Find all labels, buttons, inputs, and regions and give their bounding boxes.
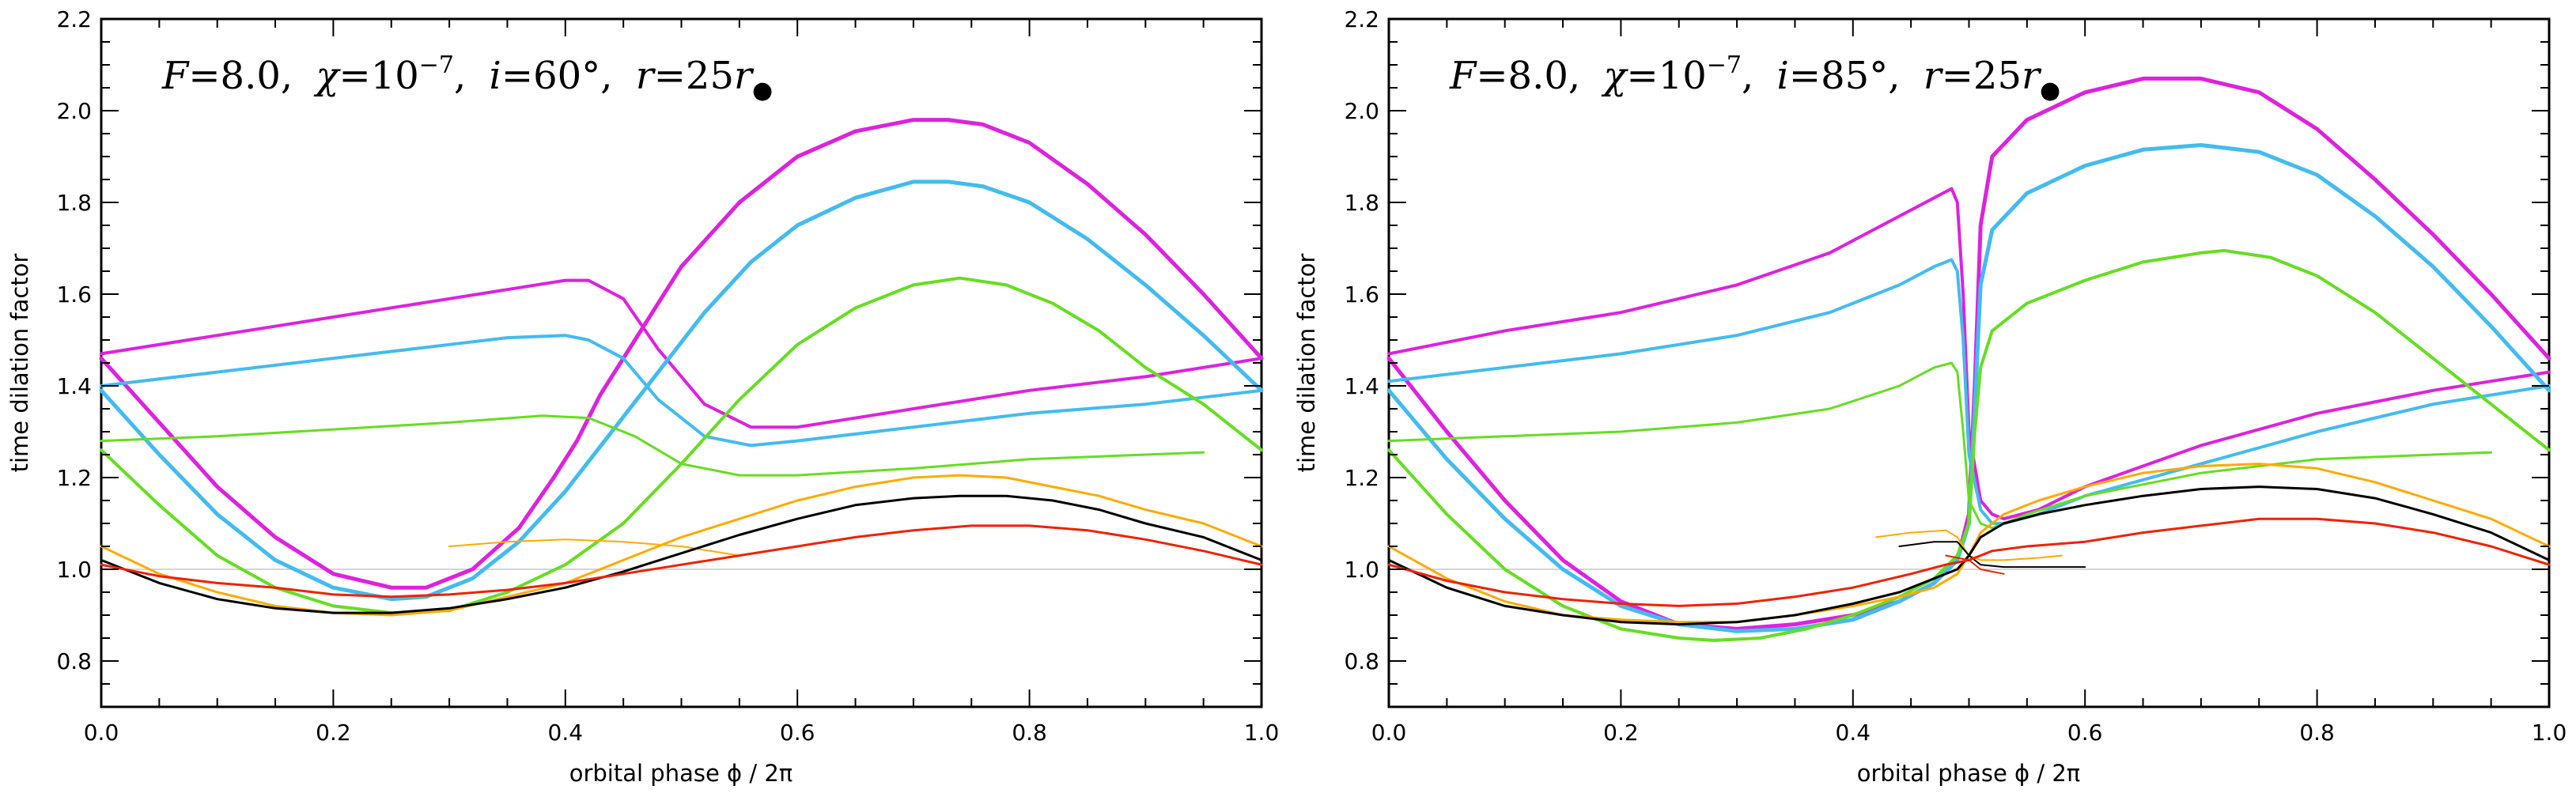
right-x-tick-label: 1.0: [2532, 720, 2567, 746]
right-y-tick-label: 1.6: [1344, 281, 1379, 308]
right-x-tick-label: 0.0: [1371, 720, 1407, 746]
left-annot-r-value: =25: [654, 54, 734, 98]
right-y-tick-label: 1.0: [1344, 557, 1379, 583]
left-annot-chi: χ: [313, 54, 341, 98]
left-annot-F-value: =8.0,: [188, 54, 293, 98]
right-y-tick-label: 2.2: [1344, 6, 1379, 32]
right-x-tick-label: 0.6: [2067, 720, 2103, 746]
right-annot-i-value: =85°,: [1789, 54, 1901, 98]
right-y-axis-label: time dilation factor: [1293, 254, 1320, 473]
left-x-tick-label: 0.4: [548, 720, 584, 746]
left-x-tick-label: 0.8: [1012, 720, 1047, 746]
left-y-tick-label: 1.4: [56, 373, 92, 399]
left-series-orange-secondary: [448, 538, 740, 557]
right-panel: 0.0 0.2 0.4 0.6 0.8 1.0 0.8 1.0 1.2 1.4 1.6 1.8 2.0 2…: [1293, 6, 2567, 787]
right-annot-i: i: [1777, 54, 1789, 98]
left-annot-r-sub-var: r: [734, 54, 755, 98]
right-series-green-secondary: [1387, 361, 2493, 530]
right-series-green: [1387, 248, 2551, 642]
right-annot-r-sub-var: r: [2022, 54, 2042, 98]
left-series-group: [99, 118, 1264, 617]
left-y-tick-label: 2.0: [56, 98, 92, 124]
right-series-magenta: [1386, 76, 2551, 631]
right-y-tick-label: 1.2: [1344, 465, 1379, 491]
left-series-red: [100, 524, 1263, 599]
right-annot-F: F: [1449, 54, 1477, 98]
left-annot-chi-exponent: −7: [419, 51, 454, 79]
right-series-group: [1386, 76, 2551, 642]
right-annot-r: r: [1923, 54, 1944, 98]
left-series-black: [100, 494, 1263, 614]
right-x-tick-label: 0.8: [2299, 720, 2335, 746]
right-series-magenta-secondary: [1387, 187, 2551, 521]
left-series-green: [100, 276, 1263, 615]
left-x-tick-label: 0.0: [84, 720, 119, 746]
right-series-red-secondary: [1945, 554, 2005, 575]
right-annotation: F=8.0, χ=10−7, i=85°, r=25r●: [1449, 51, 2060, 104]
left-series-green-secondary: [100, 414, 1205, 477]
left-y-tick-label: 1.2: [56, 465, 92, 491]
left-x-tick-label: 0.6: [780, 720, 815, 746]
left-annot-chi-value: =10: [339, 54, 418, 98]
left-annot-r: r: [636, 54, 656, 98]
right-x-axis-label: orbital phase ϕ / 2π: [1857, 760, 2081, 787]
right-annot-F-value: =8.0,: [1476, 54, 1580, 98]
right-plot-frame: [1387, 17, 2551, 708]
right-y-tick-label: 1.4: [1344, 373, 1379, 399]
left-ticks: 0.0 0.2 0.4 0.6 0.8 1.0 0.8 1.0 1.2 1.4 1.6 1.8 2.0 2…: [56, 6, 1279, 746]
left-y-tick-label: 2.2: [56, 6, 92, 32]
left-y-tick-label: 0.8: [56, 648, 92, 674]
left-series-cyan: [99, 179, 1264, 602]
left-annot-i-value: =60°,: [501, 54, 613, 98]
left-plot-frame: [100, 17, 1263, 708]
left-annot-r-subscript: ●: [752, 77, 773, 104]
left-x-tick-label: 1.0: [1244, 720, 1280, 746]
right-y-tick-label: 2.0: [1344, 98, 1379, 124]
left-series-magenta-secondary: [100, 278, 1263, 429]
right-ticks: 0.0 0.2 0.4 0.6 0.8 1.0 0.8 1.0 1.2 1.4 1.6 1.8 2.0 2…: [1344, 6, 2567, 746]
left-y-tick-label: 1.0: [56, 557, 92, 583]
left-y-axis-label: time dilation factor: [6, 254, 33, 473]
left-series-magenta: [99, 118, 1264, 590]
left-annot-F: F: [161, 54, 190, 98]
right-y-tick-label: 0.8: [1344, 648, 1379, 674]
right-y-tick-label: 1.8: [1344, 190, 1379, 216]
left-annot-chi-sep: ,: [454, 54, 466, 98]
right-annot-chi: χ: [1601, 54, 1628, 98]
right-series-black-secondary: [1898, 541, 2086, 568]
right-annot-chi-exponent: −7: [1707, 51, 1742, 79]
left-panel: 0.0 0.2 0.4 0.6 0.8 1.0 0.8 1.0 1.2 1.4 1.6 1.8 2.0 2…: [6, 6, 1279, 787]
left-annotation: F=8.0, χ=10−7, i=60°, r=25r●: [161, 51, 773, 104]
right-annot-r-value: =25: [1942, 54, 2022, 98]
left-series-cyan-secondary: [100, 334, 1263, 448]
right-x-tick-label: 0.2: [1603, 720, 1639, 746]
right-annot-chi-value: =10: [1626, 54, 1706, 98]
right-x-tick-label: 0.4: [1836, 720, 1871, 746]
left-x-tick-label: 0.2: [316, 720, 351, 746]
right-annot-chi-sep: ,: [1742, 54, 1753, 98]
left-annot-i: i: [490, 54, 501, 98]
left-y-tick-label: 1.8: [56, 190, 92, 216]
left-series-orange: [100, 474, 1263, 617]
left-x-axis-label: orbital phase ϕ / 2π: [569, 760, 793, 787]
right-annot-r-subscript: ●: [2040, 77, 2060, 104]
left-y-tick-label: 1.6: [56, 281, 92, 308]
